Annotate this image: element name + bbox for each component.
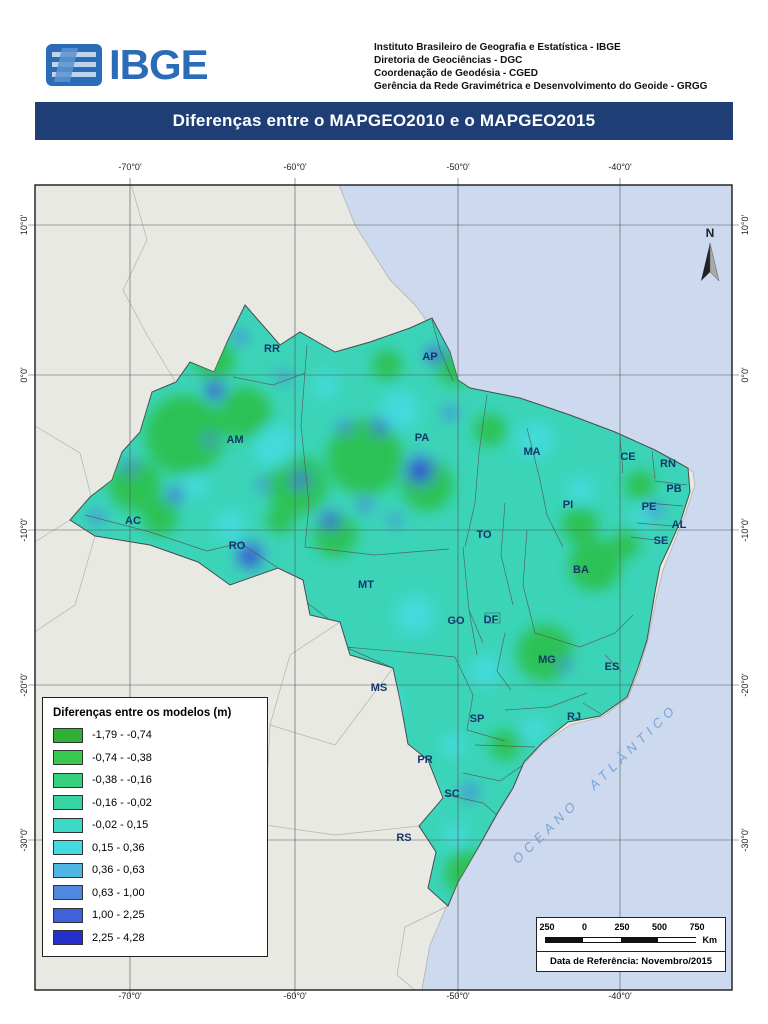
scale-segment bbox=[546, 938, 584, 942]
lon-label-top-1: -60°0' bbox=[283, 162, 307, 172]
legend-row-9: 2,25 - 4,28 bbox=[53, 930, 257, 946]
scale-unit: Km bbox=[702, 935, 717, 945]
legend-swatch-7 bbox=[53, 885, 83, 900]
legend-range-7: 0,63 - 1,00 bbox=[92, 886, 145, 899]
scale-numbers: 250 0 250 500 750 bbox=[539, 922, 704, 933]
ibge-logo-text: IBGE bbox=[109, 41, 209, 88]
legend-rows: -1,79 - -0,74 -0,74 - -0,38 -0,38 - -0,16 -… bbox=[53, 727, 257, 946]
legend-swatch-1 bbox=[53, 750, 83, 765]
legend-swatch-5 bbox=[53, 840, 83, 855]
legend-range-3: -0,16 - -0,02 bbox=[92, 796, 152, 809]
lon-label-top-3: -40°0' bbox=[608, 162, 632, 172]
legend-range-9: 2,25 - 4,28 bbox=[92, 931, 145, 944]
org-line-3: Coordenação de Geodésia - CGED bbox=[374, 68, 538, 79]
lon-label-top-2: -50°0' bbox=[446, 162, 470, 172]
scale-bar-graphic bbox=[545, 937, 697, 943]
legend-row-8: 1,00 - 2,25 bbox=[53, 907, 257, 923]
scale-segment bbox=[620, 938, 659, 942]
legend-range-4: -0,02 - 0,15 bbox=[92, 819, 149, 831]
legend-range-6: 0,36 - 0,63 bbox=[92, 864, 145, 876]
legend-row-1: -0,74 - -0,38 bbox=[53, 750, 257, 766]
north-label: N bbox=[705, 226, 715, 240]
scale-segment bbox=[583, 938, 621, 942]
scale-label-3: 500 bbox=[651, 922, 668, 932]
legend-row-2: -0,38 - -0,16 bbox=[53, 772, 257, 788]
legend-range-2: -0,38 - -0,16 bbox=[92, 774, 152, 786]
legend-swatch-6 bbox=[53, 862, 83, 878]
scale-segment bbox=[658, 938, 696, 942]
legend-range-1: -0,74 - -0,38 bbox=[92, 751, 152, 764]
ibge-logo: IBGE bbox=[46, 41, 209, 88]
north-arrow: N bbox=[696, 226, 724, 290]
legend-swatch-0 bbox=[53, 727, 83, 743]
reference-date: Data de Referência: Novembro/2015 bbox=[537, 951, 725, 971]
scale-label-1: 0 bbox=[581, 922, 588, 932]
legend-swatch-4 bbox=[53, 817, 83, 833]
country-borders bbox=[35, 185, 449, 990]
north-arrow-icon bbox=[701, 242, 720, 282]
scale-label-2: 250 bbox=[614, 922, 630, 932]
legend-swatch-2 bbox=[53, 772, 83, 788]
legend: Diferenças entre os modelos (m) -1,79 - … bbox=[42, 697, 268, 957]
map-frame bbox=[34, 184, 733, 991]
org-line-4: Gerência da Rede Gravimétrica e Desenvol… bbox=[374, 81, 708, 92]
legend-row-4: -0,02 - 0,15 bbox=[53, 817, 257, 833]
legend-swatch-9 bbox=[53, 930, 83, 945]
legend-range-5: 0,15 - 0,36 bbox=[92, 841, 145, 854]
org-line-1: Instituto Brasileiro de Geografia e Esta… bbox=[374, 42, 621, 53]
legend-range-8: 1,00 - 2,25 bbox=[92, 909, 145, 921]
legend-row-6: 0,36 - 0,63 bbox=[53, 862, 257, 878]
org-info: Instituto Brasileiro de Geografia e Esta… bbox=[374, 41, 707, 93]
legend-swatch-8 bbox=[53, 907, 83, 923]
scale-bar: 250 0 250 500 750 Km bbox=[537, 918, 725, 951]
scale-label-4: 750 bbox=[689, 922, 705, 932]
ibge-logo-icon bbox=[46, 44, 102, 86]
legend-range-0: -1,79 - -0,74 bbox=[92, 729, 152, 741]
lon-label-top-0: -70°0' bbox=[118, 162, 142, 172]
legend-row-5: 0,15 - 0,36 bbox=[53, 840, 257, 856]
legend-row-0: -1,79 - -0,74 bbox=[53, 727, 257, 743]
state-borders bbox=[84, 319, 688, 816]
scale-label-0: 250 bbox=[539, 922, 555, 932]
map-title-bar: Diferenças entre o MAPGEO2010 e o MAPGEO… bbox=[35, 102, 733, 140]
legend-row-7: 0,63 - 1,00 bbox=[53, 885, 257, 901]
map-title: Diferenças entre o MAPGEO2010 e o MAPGEO… bbox=[172, 111, 596, 130]
org-line-2: Diretoria de Geociências - DGC bbox=[374, 55, 523, 66]
legend-row-3: -0,16 - -0,02 bbox=[53, 795, 257, 811]
legend-swatch-3 bbox=[53, 795, 83, 810]
scale-box: 250 0 250 500 750 Km Data de Referência: Nov… bbox=[536, 917, 726, 972]
legend-title: Diferenças entre os modelos (m) bbox=[53, 707, 232, 719]
